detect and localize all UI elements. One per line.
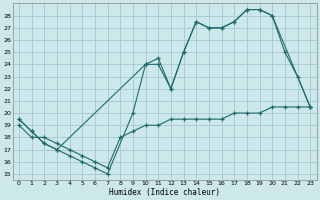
X-axis label: Humidex (Indice chaleur): Humidex (Indice chaleur) xyxy=(109,188,220,197)
